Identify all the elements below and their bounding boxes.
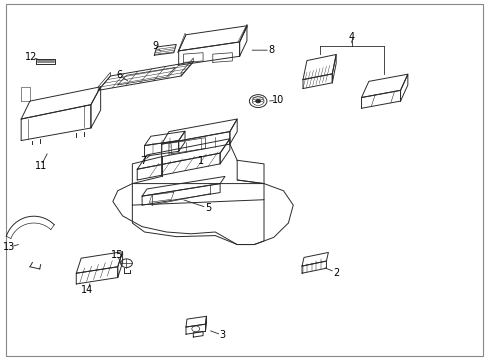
Text: 3: 3: [219, 330, 225, 340]
Text: 14: 14: [81, 285, 93, 296]
Text: 4: 4: [348, 32, 354, 41]
Text: 13: 13: [3, 242, 16, 252]
Text: 1: 1: [197, 156, 203, 166]
Text: 7: 7: [140, 156, 146, 166]
Text: 6: 6: [116, 70, 122, 80]
Text: 8: 8: [268, 45, 274, 55]
Text: 12: 12: [25, 52, 37, 62]
Text: 11: 11: [35, 161, 47, 171]
Circle shape: [255, 99, 261, 103]
Text: 2: 2: [332, 267, 339, 278]
Text: 10: 10: [271, 95, 283, 105]
Text: 9: 9: [152, 41, 159, 51]
Text: 15: 15: [110, 249, 122, 260]
Text: 5: 5: [204, 203, 211, 213]
